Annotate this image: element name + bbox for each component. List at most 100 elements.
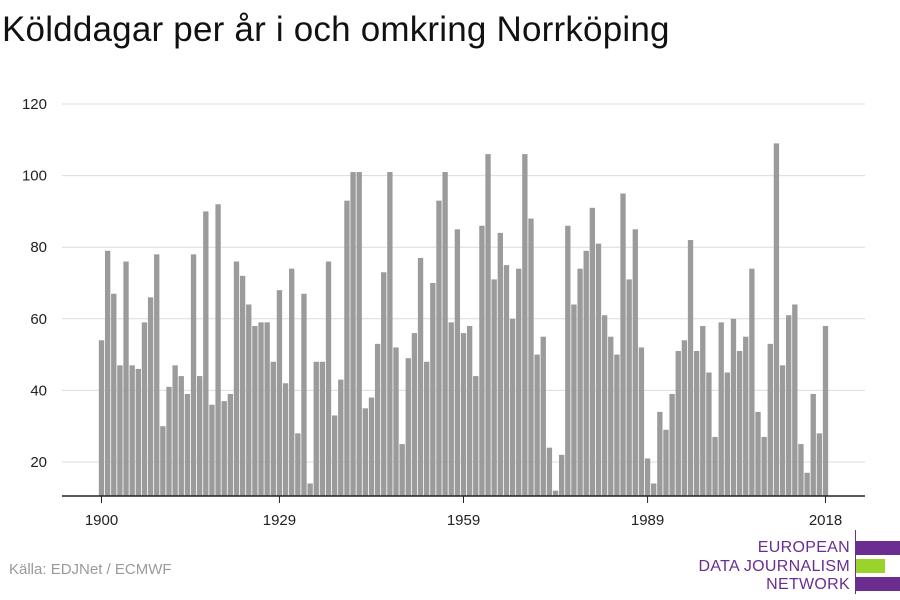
bar-2009 bbox=[767, 343, 773, 496]
logo-line-network: NETWORK bbox=[766, 576, 850, 593]
bar-1946 bbox=[381, 272, 387, 496]
bar-1941 bbox=[350, 172, 356, 496]
bar-2018 bbox=[822, 325, 829, 496]
bar-1972 bbox=[540, 336, 546, 496]
bar-1912 bbox=[172, 365, 178, 496]
logo-line-data-journalism: DATA JOURNALISM bbox=[698, 558, 850, 575]
bar-1909 bbox=[154, 254, 160, 496]
bar-1901 bbox=[104, 250, 111, 496]
bar-2003 bbox=[730, 318, 737, 496]
bar-1920 bbox=[221, 401, 227, 496]
bar-1960 bbox=[466, 325, 473, 496]
bar-2015 bbox=[804, 472, 810, 496]
bar-1924 bbox=[246, 304, 252, 496]
x-tick-label: 1929 bbox=[263, 512, 296, 529]
bar-1959 bbox=[460, 333, 467, 496]
bar-1988 bbox=[638, 347, 645, 496]
bar-1921 bbox=[227, 393, 234, 496]
bar-2011 bbox=[779, 365, 786, 496]
bar-1980 bbox=[589, 207, 596, 496]
bar-1955 bbox=[436, 200, 442, 496]
bar-1932 bbox=[295, 433, 301, 496]
bar-1908 bbox=[147, 297, 154, 496]
logo-divider bbox=[855, 530, 856, 594]
bar-1995 bbox=[681, 340, 688, 496]
bar-1903 bbox=[117, 365, 123, 496]
bar-1914 bbox=[184, 393, 191, 496]
bar-1958 bbox=[454, 229, 461, 497]
bar-1947 bbox=[387, 172, 393, 496]
bar-2008 bbox=[761, 436, 767, 496]
bar-1970 bbox=[528, 218, 534, 496]
bar-1944 bbox=[368, 397, 375, 496]
bar-1945 bbox=[374, 343, 381, 496]
bar-1930 bbox=[282, 383, 289, 496]
chart-title: Kölddagar per år i och omkring Norrköpin… bbox=[2, 10, 670, 49]
bar-1961 bbox=[473, 376, 479, 496]
bar-1985 bbox=[620, 193, 626, 496]
bar-1973 bbox=[546, 447, 553, 496]
bar-1954 bbox=[430, 283, 436, 496]
bar-1911 bbox=[166, 386, 172, 496]
bar-1934 bbox=[307, 483, 313, 496]
bar-2013 bbox=[792, 304, 798, 496]
bar-2002 bbox=[724, 372, 730, 496]
x-tick-label: 1959 bbox=[447, 512, 480, 529]
logo-bar-middle bbox=[856, 559, 885, 573]
logo-line-european: EUROPEAN bbox=[757, 539, 850, 556]
bar-1956 bbox=[442, 172, 448, 496]
bar-1974 bbox=[552, 490, 559, 496]
bar-1982 bbox=[601, 315, 608, 496]
bar-1989 bbox=[644, 458, 651, 496]
bar-1967 bbox=[509, 318, 516, 496]
bar-1976 bbox=[565, 225, 571, 496]
bars bbox=[98, 143, 829, 497]
bar-1913 bbox=[178, 376, 184, 496]
bar-1936 bbox=[319, 361, 326, 496]
bar-2017 bbox=[816, 433, 823, 496]
bar-2007 bbox=[755, 411, 761, 496]
bar-1927 bbox=[264, 322, 270, 496]
bar-2012 bbox=[786, 315, 792, 496]
bar-1997 bbox=[693, 351, 700, 496]
bar-1986 bbox=[626, 279, 632, 496]
logo-bar-bottom bbox=[856, 577, 900, 591]
y-tick-label: 100 bbox=[22, 168, 47, 185]
bar-1992 bbox=[663, 429, 669, 496]
bar-1964 bbox=[491, 279, 497, 496]
logo-bar-top bbox=[856, 541, 900, 555]
bar-1957 bbox=[448, 322, 454, 496]
bar-1943 bbox=[362, 408, 368, 496]
bar-1966 bbox=[503, 265, 510, 496]
bar-1939 bbox=[338, 379, 344, 496]
source-note: Källa: EDJNet / ECMWF bbox=[9, 561, 172, 578]
bar-1950 bbox=[405, 358, 411, 496]
y-tick-label: 20 bbox=[30, 454, 47, 471]
bar-2000 bbox=[712, 436, 718, 496]
bar-1971 bbox=[534, 354, 540, 496]
bar-1991 bbox=[657, 411, 663, 496]
bar-2016 bbox=[810, 393, 816, 496]
bar-1968 bbox=[516, 268, 522, 496]
bar-1937 bbox=[325, 261, 332, 496]
bar-1935 bbox=[313, 361, 319, 496]
bar-1994 bbox=[675, 351, 681, 496]
bar-2014 bbox=[798, 444, 804, 496]
bar-1948 bbox=[393, 347, 399, 496]
bar-1931 bbox=[289, 268, 295, 496]
bar-1999 bbox=[706, 372, 712, 496]
bar-2004 bbox=[736, 351, 743, 496]
axes: 20 40 60 80 100 120 1900 1929 1959 1989 2018 bbox=[22, 96, 865, 529]
bar-1904 bbox=[123, 261, 129, 496]
bar-1905 bbox=[129, 365, 135, 496]
bar-1942 bbox=[356, 172, 362, 496]
bar-2001 bbox=[718, 322, 724, 496]
bar-1918 bbox=[209, 404, 215, 496]
y-tick-label: 80 bbox=[30, 239, 47, 256]
bar-1926 bbox=[258, 322, 264, 496]
bar-1979 bbox=[583, 250, 589, 496]
bar-2006 bbox=[749, 268, 755, 496]
bar-1996 bbox=[687, 240, 694, 496]
bar-1919 bbox=[215, 204, 221, 497]
